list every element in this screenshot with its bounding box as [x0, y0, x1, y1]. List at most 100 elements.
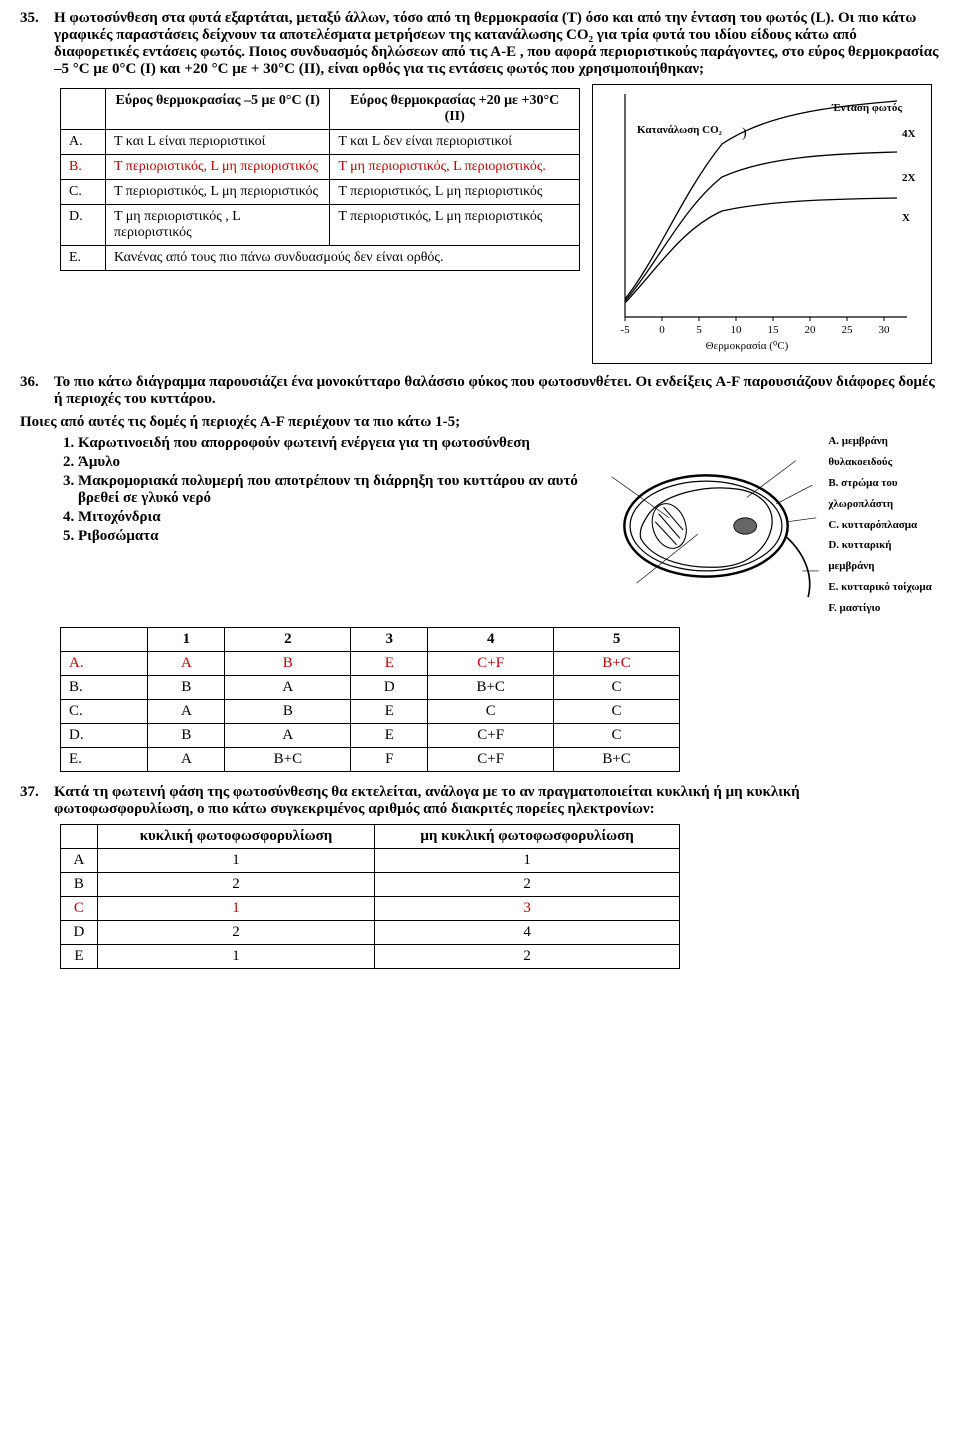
row-cell: C: [428, 700, 554, 724]
row-cell: T περιοριστικός, L μη περιοριστικός: [106, 180, 330, 205]
q35-num: 35.: [20, 10, 54, 78]
col-head: 4: [428, 628, 554, 652]
row-cell: B+C: [225, 748, 351, 772]
list-item: Ριβοσώματα: [78, 528, 598, 545]
list-item: Μακρομοριακά πολυμερή που αποτρέπουν τη …: [78, 473, 598, 507]
svg-text:): ): [742, 126, 747, 141]
q36-body: Καρωτινοειδή που απορροφούν φωτεινή ενέρ…: [20, 431, 940, 621]
svg-text:2X: 2X: [902, 172, 916, 184]
col-head: 2: [225, 628, 351, 652]
row-cell: 1: [375, 849, 680, 873]
col-head: κυκλική φωτοφωσφορυλίωση: [97, 825, 374, 849]
row-cell: C: [554, 676, 680, 700]
diagram-label: D. κυτταρική μεμβράνη: [828, 535, 940, 577]
row-cell: T περιοριστικός, L μη περιοριστικός: [330, 205, 580, 246]
svg-text:X: X: [902, 212, 910, 224]
col-head: 5: [554, 628, 680, 652]
col-head: [61, 825, 98, 849]
row-cell: B+C: [554, 748, 680, 772]
row-cell: 2: [375, 945, 680, 969]
row-letter: Β.: [61, 155, 106, 180]
row-cell: B: [225, 700, 351, 724]
row-letter: Β: [61, 873, 98, 897]
q36-sub: Ποιες από αυτές τις δομές ή περιοχές A-F…: [20, 414, 940, 431]
row-cell: T περιοριστικός, L μη περιοριστικός: [330, 180, 580, 205]
diagram-label: Β. στρώμα του χλωροπλάστη: [828, 473, 940, 515]
row-cell: C+F: [428, 724, 554, 748]
row-letter: Ε.: [61, 246, 106, 271]
svg-text:Κατανάλωση CO₂: Κατανάλωση CO₂: [637, 124, 723, 136]
row-cell: A: [148, 700, 225, 724]
col-head: μη κυκλική φωτοφωσφορυλίωση: [375, 825, 680, 849]
diagram-label: F. μαστίγιο: [828, 598, 940, 619]
list-item: Μιτοχόνδρια: [78, 509, 598, 526]
q36-list: Καρωτινοειδή που απορροφούν φωτεινή ενέρ…: [78, 435, 598, 547]
row-letter: D: [61, 921, 98, 945]
row-cell: 3: [375, 897, 680, 921]
row-cell: B+C: [428, 676, 554, 700]
row-cell: C: [554, 724, 680, 748]
svg-text:4X: 4X: [902, 128, 916, 140]
list-item: Καρωτινοειδή που απορροφούν φωτεινή ενέρ…: [78, 435, 598, 452]
q37-num: 37.: [20, 784, 54, 818]
q35-body: Εύρος θερμοκρασίας –5 με 0°C (I) Εύρος θ…: [20, 84, 940, 364]
row-cell: T περιοριστικός, L μη περιοριστικός: [106, 155, 330, 180]
row-cell: A: [148, 652, 225, 676]
q36-answers: 12345 A.ABEC+FB+CB.BADB+CCC.ABECCD.BAEC+…: [60, 627, 680, 772]
q37-text: Κατά τη φωτεινή φάση της φωτοσύνθεσης θα…: [54, 784, 940, 818]
q36-labels: Α. μεμβράνη θυλακοειδούςΒ. στρώμα του χλ…: [828, 431, 940, 619]
row-cell: C+F: [428, 652, 554, 676]
row-cell: 2: [97, 921, 374, 945]
row-cell: E: [351, 652, 428, 676]
row-cell: F: [351, 748, 428, 772]
q35-text: Η φωτοσύνθεση στα φυτά εξαρτάται, μεταξύ…: [54, 10, 940, 78]
svg-text:Θερμοκρασία (⁰C): Θερμοκρασία (⁰C): [706, 340, 789, 352]
diagram-label: Α. μεμβράνη θυλακοειδούς: [828, 431, 940, 473]
row-cell: B+C: [554, 652, 680, 676]
row-letter: C: [61, 897, 98, 921]
row-cell: A: [148, 748, 225, 772]
col-head: [61, 628, 148, 652]
row-cell: 2: [375, 873, 680, 897]
q37: 37. Κατά τη φωτεινή φάση της φωτοσύνθεση…: [20, 784, 940, 818]
diagram-label: E. κυτταρικό τοίχωμα: [828, 577, 940, 598]
row-cell: T και L είναι περιοριστικοί: [106, 130, 330, 155]
svg-text:Ένταση φωτός: Ένταση φωτός: [831, 102, 902, 114]
row-cell: D: [351, 676, 428, 700]
q35-head2: Εύρος θερμοκρασίας +20 με +30°C (II): [330, 89, 580, 130]
svg-text:20: 20: [805, 324, 817, 336]
row-cell: E: [351, 724, 428, 748]
q35-chart: 4X2XX-5051015202530Κατανάλωση CO₂Θερμοκρ…: [592, 84, 932, 364]
row-cell: 2: [97, 873, 374, 897]
cell-diagram: [608, 431, 820, 621]
svg-text:30: 30: [879, 324, 891, 336]
row-cell: A: [225, 724, 351, 748]
row-letter: Α.: [61, 130, 106, 155]
q36-text: Το πιο κάτω διάγραμμα παρουσιάζει ένα μο…: [54, 374, 940, 408]
q35-table: Εύρος θερμοκρασίας –5 με 0°C (I) Εύρος θ…: [60, 88, 580, 271]
row-cell: 1: [97, 945, 374, 969]
row-letter: B.: [61, 676, 148, 700]
row-cell: 1: [97, 849, 374, 873]
q35: 35. Η φωτοσύνθεση στα φυτά εξαρτάται, με…: [20, 10, 940, 78]
q37-table: κυκλική φωτοφωσφορυλίωσημη κυκλική φωτοφ…: [60, 824, 680, 969]
q36: 36. Το πιο κάτω διάγραμμα παρουσιάζει έν…: [20, 374, 940, 408]
row-letter: D.: [61, 724, 148, 748]
q36-num: 36.: [20, 374, 54, 408]
row-cell: B: [148, 676, 225, 700]
row-cell: T μη περιοριστικός, L περιοριστικός.: [330, 155, 580, 180]
row-letter: Α: [61, 849, 98, 873]
row-cell: 4: [375, 921, 680, 945]
svg-text:10: 10: [731, 324, 743, 336]
row-letter: D.: [61, 205, 106, 246]
q35-head1: Εύρος θερμοκρασίας –5 με 0°C (I): [106, 89, 330, 130]
col-head: 3: [351, 628, 428, 652]
row-cell: C+F: [428, 748, 554, 772]
row-letter: C.: [61, 180, 106, 205]
svg-text:25: 25: [842, 324, 854, 336]
row-cell: Κανένας από τους πιο πάνω συνδυασμούς δε…: [106, 246, 580, 271]
row-cell: T μη περιοριστικός , L περιοριστικός: [106, 205, 330, 246]
row-letter: Ε: [61, 945, 98, 969]
row-cell: A: [225, 676, 351, 700]
row-letter: C.: [61, 700, 148, 724]
